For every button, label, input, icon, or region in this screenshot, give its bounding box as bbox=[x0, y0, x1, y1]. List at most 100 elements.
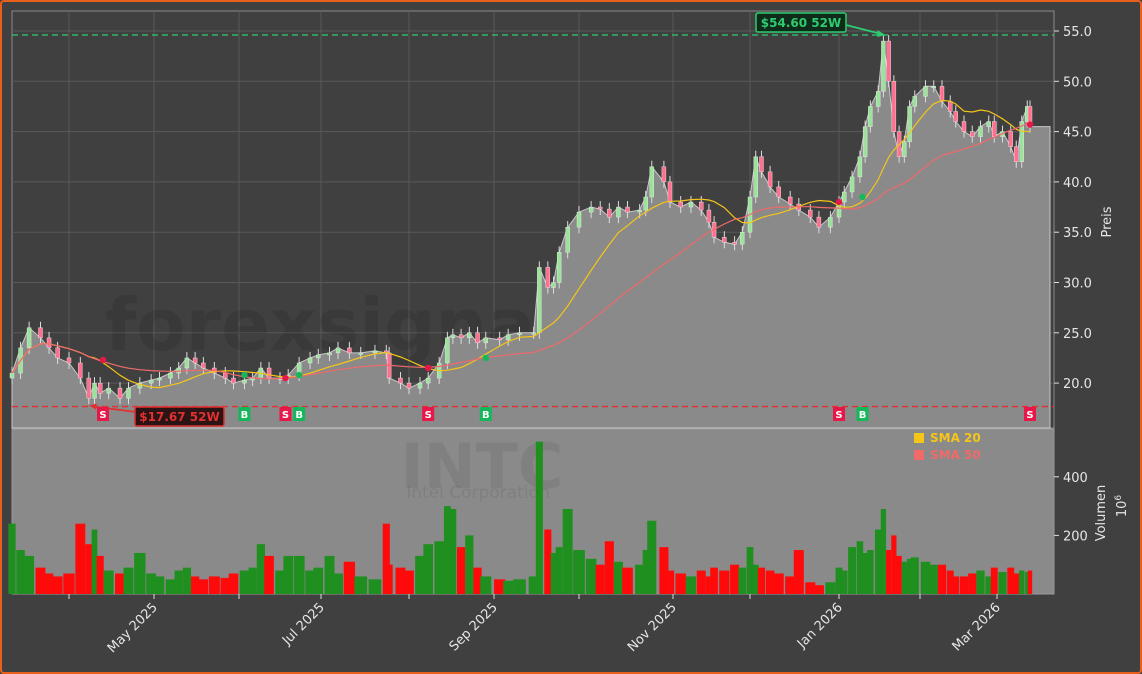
candle-up bbox=[9, 372, 15, 379]
volume-bar-down bbox=[191, 576, 200, 594]
volume-bar-up bbox=[182, 567, 192, 594]
volume-tick-label: 200 bbox=[1063, 529, 1088, 544]
x-tick-label: May 2025 bbox=[105, 600, 161, 656]
volume-bar-up bbox=[305, 570, 315, 594]
volume-bar-down bbox=[937, 564, 947, 594]
volume-bar-up bbox=[613, 561, 623, 594]
volume-bar-down bbox=[659, 547, 669, 594]
volume-bar-up bbox=[324, 555, 335, 594]
sell-signal-marker bbox=[1024, 407, 1036, 421]
candle-down bbox=[816, 216, 822, 228]
volume-bar-up bbox=[585, 558, 597, 594]
volume-axis-unit: 106 bbox=[1114, 495, 1130, 518]
candle-up bbox=[148, 379, 154, 384]
buy-signal-dot bbox=[295, 371, 303, 379]
candle-down bbox=[266, 367, 272, 379]
candle-up bbox=[505, 334, 511, 341]
volume-bar-down bbox=[785, 576, 796, 594]
candle-down bbox=[939, 86, 945, 102]
candle-up bbox=[862, 126, 868, 157]
volume-bar-down bbox=[896, 555, 902, 594]
candle-down bbox=[223, 372, 228, 379]
x-tick-label: Jul 2025 bbox=[279, 600, 328, 649]
volume-bar-down bbox=[891, 535, 897, 594]
candle-down bbox=[891, 81, 897, 132]
sell-signal-marker bbox=[279, 407, 292, 421]
signal-marker-label: B bbox=[482, 410, 490, 421]
candle-down bbox=[732, 242, 737, 245]
candle-down bbox=[706, 209, 712, 223]
signal-marker-label: S bbox=[99, 410, 106, 421]
price-tick-label: 40.0 bbox=[1063, 176, 1092, 191]
52w-low-label: $17.67 52W bbox=[139, 410, 219, 424]
candle-down bbox=[545, 267, 551, 288]
candle-up bbox=[978, 126, 983, 137]
volume-bar-up bbox=[293, 555, 305, 594]
candle-up bbox=[358, 352, 363, 355]
candle-up bbox=[588, 206, 594, 213]
candle-up bbox=[986, 121, 991, 127]
volume-bar-down bbox=[773, 573, 784, 594]
volume-bar-down bbox=[382, 523, 390, 594]
x-tick-label: Jan 2026 bbox=[794, 600, 846, 652]
price-tick-label: 20.0 bbox=[1063, 377, 1092, 392]
volume-bar-up bbox=[985, 576, 993, 594]
volume-bar-down bbox=[604, 541, 614, 594]
candle-up bbox=[106, 387, 111, 394]
candle-up bbox=[1019, 121, 1024, 162]
volume-bar-down bbox=[710, 567, 718, 594]
volume-bar-up bbox=[146, 573, 157, 594]
volume-bar-down bbox=[730, 564, 740, 594]
volume-bar-down bbox=[115, 573, 125, 594]
candle-down bbox=[1014, 146, 1019, 162]
candle-up bbox=[931, 86, 936, 89]
volume-bar-down bbox=[696, 570, 706, 594]
volume-bar-up bbox=[976, 570, 985, 594]
volume-bar-up bbox=[256, 544, 265, 594]
candle-up bbox=[483, 337, 488, 344]
volume-bar-down bbox=[622, 567, 633, 594]
legend-swatch-sma50 bbox=[914, 450, 924, 460]
volume-bar-up bbox=[333, 573, 343, 594]
volume-bar-down bbox=[757, 567, 766, 594]
price-area-fill bbox=[11, 41, 1051, 429]
candle-up bbox=[137, 382, 143, 389]
candle-up bbox=[849, 176, 855, 193]
signal-marker-label: S bbox=[835, 410, 842, 421]
candle-up bbox=[828, 216, 833, 228]
volume-bar-up bbox=[685, 576, 697, 594]
volume-bar-up bbox=[880, 509, 887, 594]
volume-bar-up bbox=[901, 561, 907, 594]
volume-bar-down bbox=[765, 570, 775, 594]
candle-up bbox=[537, 267, 542, 334]
candle-up bbox=[242, 379, 247, 384]
candle-up bbox=[616, 206, 621, 218]
volume-bar-down bbox=[675, 573, 686, 594]
signal-marker-label: S bbox=[282, 410, 289, 421]
volume-bar-up bbox=[535, 441, 543, 594]
candle-down bbox=[759, 156, 764, 173]
volume-bar-up bbox=[746, 547, 754, 594]
volume-bar-up bbox=[134, 552, 146, 594]
52w-high-arrow bbox=[845, 24, 882, 35]
candle-up bbox=[92, 382, 97, 399]
volume-bar-down bbox=[456, 547, 466, 594]
volume-bar-up bbox=[248, 567, 257, 594]
candle-up bbox=[753, 156, 758, 198]
volume-bar-up bbox=[635, 564, 645, 594]
candle-up bbox=[649, 166, 654, 198]
candle-up bbox=[157, 377, 162, 381]
volume-bar-down bbox=[719, 570, 730, 594]
legend: SMA 20 SMA 50 bbox=[914, 431, 981, 462]
volume-bar-up bbox=[275, 570, 285, 594]
volume-bar-down bbox=[990, 567, 998, 594]
candle-up bbox=[740, 231, 745, 245]
volume-bar-up bbox=[443, 506, 451, 594]
candle-up bbox=[307, 357, 313, 364]
volume-bar-up bbox=[825, 582, 836, 594]
candle-up bbox=[556, 252, 562, 283]
volume-bar-down bbox=[1027, 570, 1033, 594]
candle-down bbox=[970, 131, 975, 137]
